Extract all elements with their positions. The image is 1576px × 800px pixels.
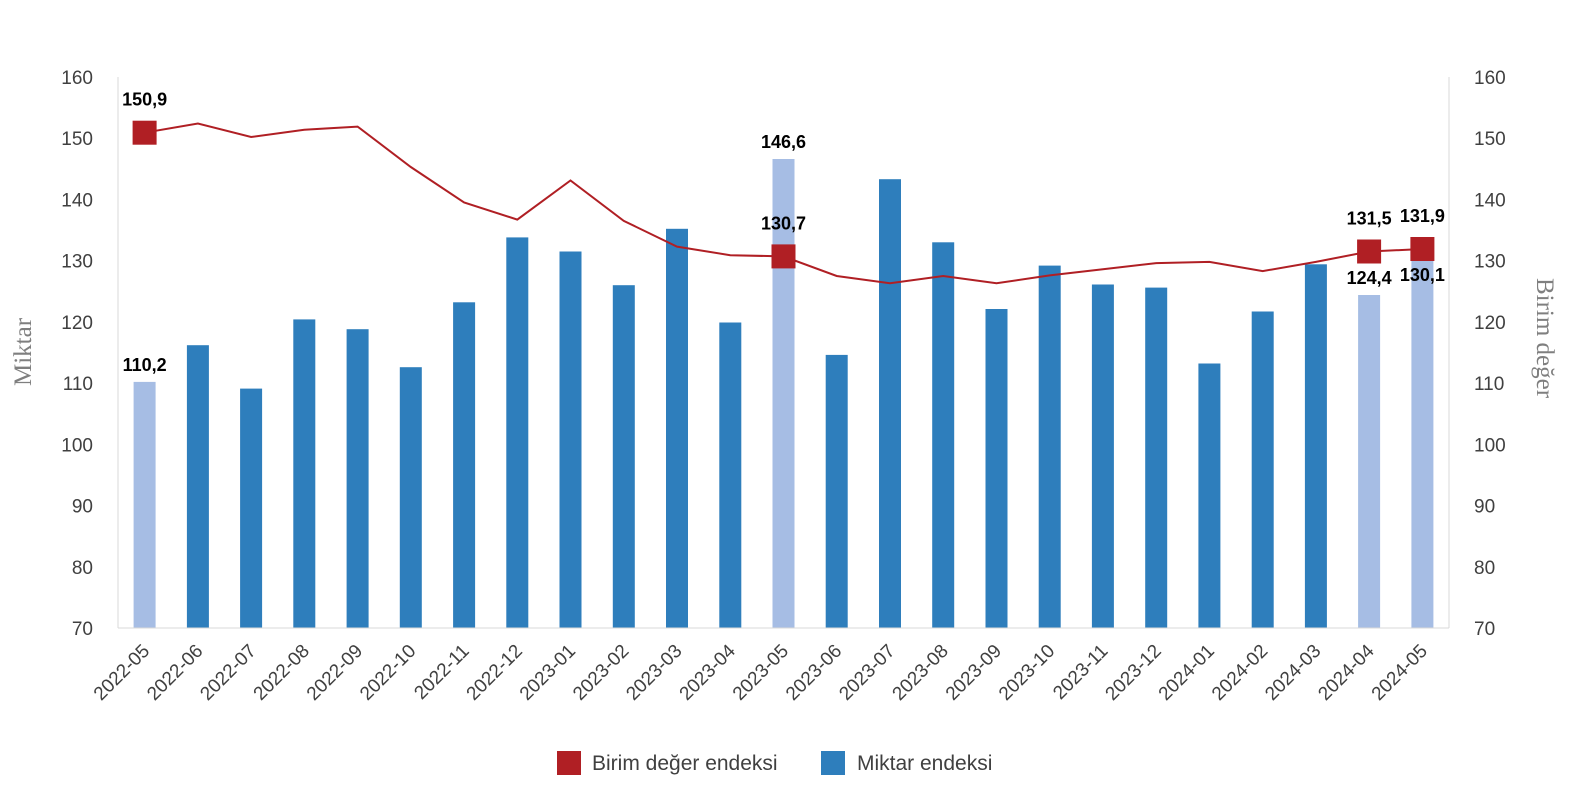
bar-data-label-2024-04: 124,4 [1347,268,1392,288]
x-tick-label: 2023-08 [889,641,953,705]
bar-2023-10 [1038,265,1061,628]
x-tick-label: 2023-09 [942,641,1006,705]
bar-2023-07 [879,179,901,628]
y-tick-right-label: 70 [1474,619,1495,640]
bar-2023-04 [719,322,742,628]
y-axis-right-ticks: 70 80 90 100 110 120 130 140 150 160 [1474,68,1506,640]
x-tick-label: 2024-02 [1208,641,1272,705]
y-tick-right-label: 120 [1474,313,1506,334]
bar-data-label-2024-05: 130,1 [1400,265,1445,285]
y-tick-right-label: 110 [1474,374,1504,395]
x-axis-ticks: 2022-052022-062022-072022-082022-092022-… [90,640,1432,704]
x-tick-label: 2023-07 [835,641,899,705]
bar-2022-09 [346,329,369,628]
line-data-label-2024-04: 131,5 [1347,209,1392,229]
bar-2023-01 [559,251,582,628]
line-marker-2022-05 [132,120,157,145]
x-tick-label: 2024-05 [1368,641,1432,705]
bar-series [133,159,1434,629]
y-tick-left-label: 160 [61,68,93,89]
legend-swatch-miktar [821,751,845,775]
legend: Birim değer endeksi Miktar endeksi [557,751,992,775]
x-tick-label: 2023-02 [569,641,633,705]
bar-2023-08 [932,242,955,629]
y-tick-left-label: 130 [61,252,93,273]
y-tick-left-label: 90 [72,497,93,518]
bar-2022-05 [133,381,156,628]
x-tick-label: 2022-06 [143,641,207,705]
y-tick-left-label: 110 [63,374,93,395]
bar-data-label-2023-05: 146,6 [761,132,806,152]
bar-2024-02 [1251,311,1274,628]
bar-2023-12 [1145,287,1168,628]
y-axis-right-title: Birim değer [1531,278,1558,399]
bar-2023-03 [666,228,688,629]
bar-data-label-2022-05: 110,2 [123,355,167,375]
x-tick-label: 2023-11 [1049,641,1112,704]
bar-2022-11 [453,302,476,628]
x-tick-label: 2024-03 [1261,641,1325,705]
x-tick-label: 2023-12 [1102,641,1166,705]
bar-2024-01 [1198,363,1221,628]
x-tick-label: 2023-06 [782,641,846,705]
y-tick-right-label: 150 [1474,129,1506,150]
legend-swatch-birim-deger [557,751,581,775]
line-marker-2024-04 [1357,239,1382,264]
x-tick-label: 2023-05 [729,641,793,705]
bar-2022-12 [506,237,529,628]
line-data-label-2023-05: 130,7 [761,213,806,233]
bar-2023-05 [772,159,795,628]
y-tick-right-label: 140 [1474,190,1506,211]
bar-2023-09 [985,309,1008,628]
x-tick-label: 2022-11 [410,641,473,704]
x-tick-label: 2022-07 [196,641,260,705]
x-tick-label: 2023-01 [516,641,580,705]
x-tick-label: 2022-09 [303,641,367,705]
bar-2022-07 [240,388,263,628]
x-tick-label: 2023-10 [995,641,1059,705]
line-marker-2024-05 [1410,237,1435,261]
bar-2022-08 [293,319,316,628]
bar-2023-02 [612,285,635,628]
y-tick-left-label: 80 [72,558,93,579]
line-data-label-2022-05: 150,9 [122,90,167,110]
y-tick-right-label: 80 [1474,558,1495,579]
bar-2023-11 [1091,284,1114,628]
x-tick-label: 2022-05 [90,641,154,705]
y-tick-left-label: 70 [72,619,93,640]
y-tick-right-label: 160 [1474,68,1506,89]
axes [117,77,1450,629]
bar-2024-04 [1358,295,1381,628]
legend-label-miktar: Miktar endeksi [857,752,992,775]
y-axis-left-ticks: 70 80 90 100 110 120 130 140 150 160 [61,68,93,640]
y-tick-right-label: 130 [1474,252,1506,273]
bar-2022-10 [399,367,422,628]
data-labels: 110,2 146,6 124,4 130,1 150,9 130,7 131,5 131,9 [122,90,1445,375]
bar-2024-05 [1411,260,1434,628]
x-tick-label: 2024-01 [1155,641,1219,705]
y-tick-left-label: 100 [61,435,93,456]
x-tick-label: 2024-04 [1314,640,1378,704]
bar-2022-06 [186,345,209,628]
y-tick-left-label: 120 [61,313,93,334]
x-tick-label: 2023-04 [676,640,740,704]
x-tick-label: 2023-03 [622,641,686,705]
x-tick-label: 2022-10 [356,641,420,705]
line-marker-2023-05 [771,244,796,269]
y-tick-right-label: 90 [1474,497,1495,518]
x-tick-label: 2022-08 [250,641,314,705]
line-series [132,120,1435,285]
bar-2023-06 [825,354,848,628]
bar-2024-03 [1304,264,1327,628]
legend-label-birim-deger: Birim değer endeksi [592,752,778,775]
y-axis-left-title: Miktar [10,317,37,386]
y-tick-left-label: 150 [61,129,93,150]
y-tick-right-label: 100 [1474,435,1506,456]
y-tick-left-label: 140 [61,190,93,211]
line-data-label-2024-05: 131,9 [1400,206,1445,226]
x-tick-label: 2022-12 [463,641,527,705]
